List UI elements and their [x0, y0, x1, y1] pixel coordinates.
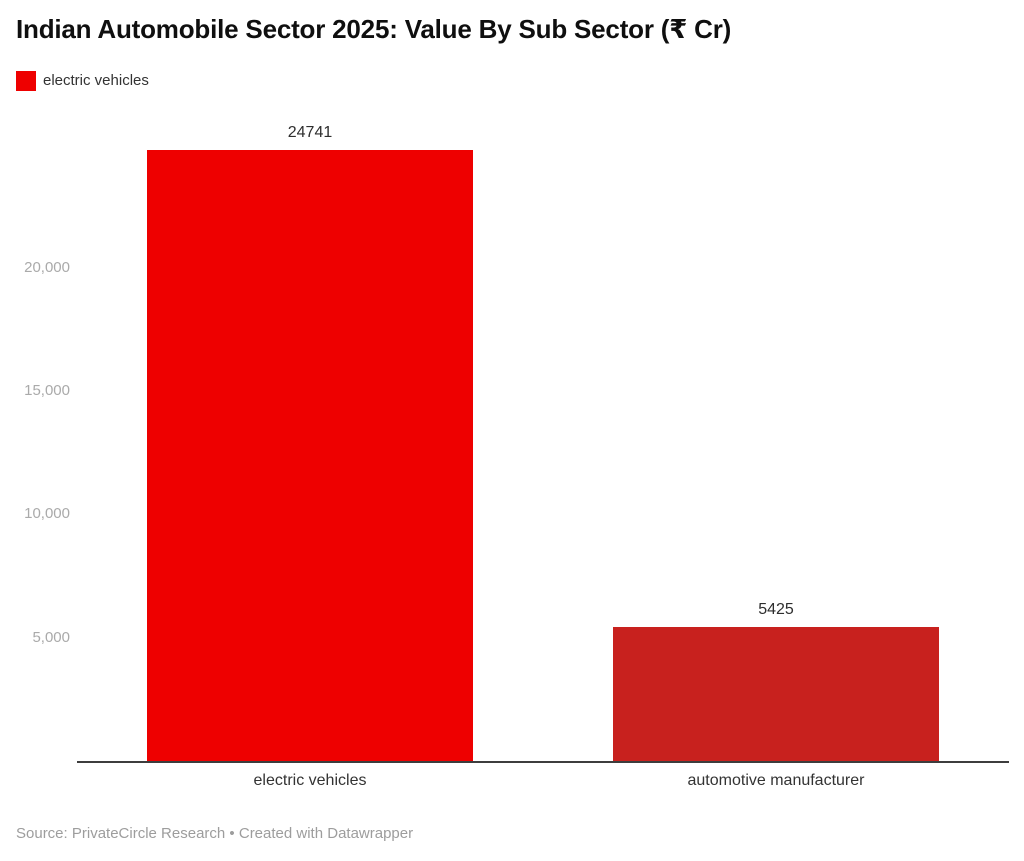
bar-electric-vehicles[interactable] — [147, 150, 473, 762]
bar-automotive-manufacturer[interactable] — [613, 627, 939, 762]
legend: electric vehicles — [16, 71, 1008, 92]
footer-separator: • — [229, 825, 235, 843]
footer-source: Source: PrivateCircle Research — [16, 825, 226, 843]
x-axis-line — [77, 761, 1009, 764]
y-tick-label: 5,000 — [32, 628, 70, 646]
y-tick-label: 10,000 — [24, 505, 70, 523]
bar-value-label: 5425 — [758, 601, 794, 619]
footer-attribution-link[interactable]: Created with Datawrapper — [238, 825, 414, 843]
x-category-label: automotive manufacturer — [687, 772, 865, 790]
legend-label-electric-vehicles: electric vehicles — [43, 72, 149, 90]
footer: Source: PrivateCircle Research • Created… — [16, 825, 1008, 843]
legend-swatch-electric-vehicles — [16, 71, 36, 92]
bar-value-label: 24741 — [287, 124, 333, 142]
x-category-label: electric vehicles — [253, 772, 367, 790]
chart-title: Indian Automobile Sector 2025: Value By … — [16, 14, 732, 44]
y-tick-label: 15,000 — [24, 381, 70, 399]
y-tick-label: 20,000 — [24, 258, 70, 276]
chart-stage: 5,000 10,000 15,000 20,000 24741 5425 electr… — [0, 109, 1024, 799]
